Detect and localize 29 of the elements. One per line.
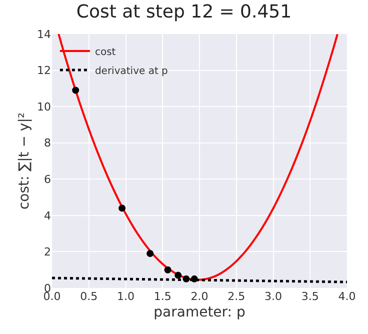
x-axis-title: parameter: p [154, 304, 246, 320]
x-tick-label: 3.0 [264, 290, 282, 303]
chart-title: Cost at step 12 = 0.451 [76, 2, 292, 23]
point [164, 266, 172, 274]
point [118, 204, 126, 212]
point [146, 250, 154, 258]
point [174, 272, 182, 279]
legend-label: derivative at p [94, 66, 168, 77]
x-tick-label: 0.0 [43, 290, 61, 303]
point [182, 275, 190, 282]
y-tick-label: 14 [37, 28, 51, 41]
y-tick-label: 12 [37, 64, 51, 78]
y-tick-label: 8 [44, 136, 51, 150]
y-axis-title: cost: ∑|t − y|² [16, 112, 33, 210]
x-tick-label: 2.0 [190, 290, 208, 303]
x-tick-label: 2.5 [228, 290, 246, 303]
y-tick-label: 10 [37, 100, 51, 114]
x-tick-label: 1.0 [117, 290, 134, 303]
point [190, 275, 198, 282]
legend-label: cost [94, 46, 116, 58]
x-tick-label: 1.5 [154, 290, 172, 303]
y-tick-label: 6 [44, 172, 51, 186]
point [72, 86, 80, 94]
y-tick-label: 4 [44, 209, 51, 222]
x-tick-label: 0.5 [80, 290, 98, 303]
y-tick-label: 2 [44, 246, 51, 259]
line-series [58, 34, 338, 281]
x-tick-label: 3.5 [301, 290, 319, 303]
x-tick-label: 4.0 [338, 290, 356, 303]
